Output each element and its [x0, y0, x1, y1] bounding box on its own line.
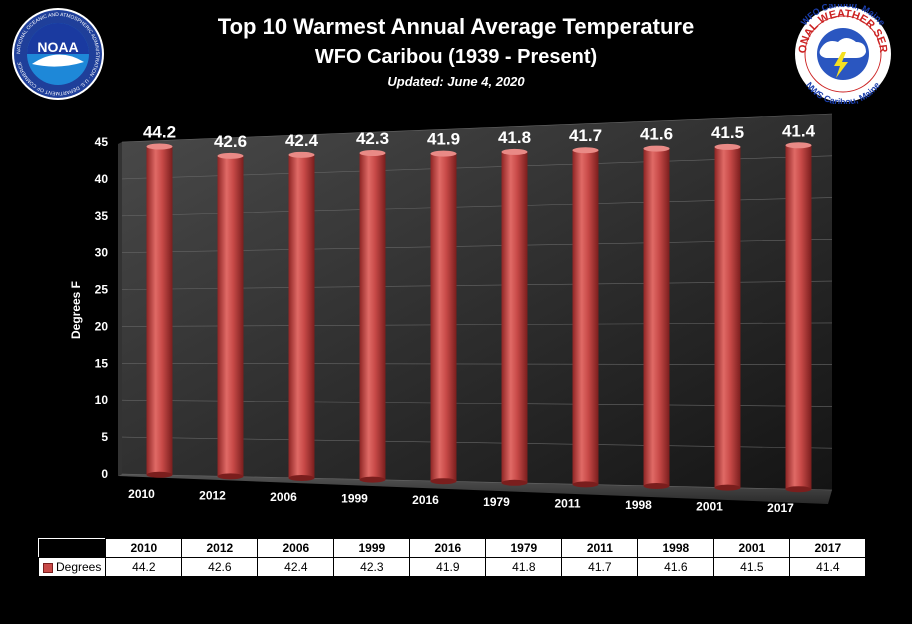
bar: [714, 143, 741, 491]
y-tick-label: 15: [95, 356, 109, 370]
data-table-cell: 41.5: [713, 557, 791, 577]
data-label: 41.6: [640, 125, 673, 144]
data-table-cell: 42.3: [333, 557, 411, 577]
data-table-corner: [38, 538, 106, 558]
bar: [217, 152, 244, 480]
data-table: 2010 2012 2006 1999 2016 1979 2011 1998 2001 2017…: [37, 538, 867, 577]
data-label: 42.6: [214, 132, 247, 151]
chart-subtitle: WFO Caribou (1939 - Present): [314, 46, 598, 68]
bar-chart: 0 5 10 15 20 25 30 35 40 45 Degrees F 44.2 42.6 42.…: [69, 113, 833, 515]
chart-title: Top 10 Warmest Annual Average Temperatur…: [217, 14, 695, 39]
y-tick-label: 40: [95, 172, 109, 186]
bar: [785, 142, 812, 493]
x-tick-label: 2011: [554, 496, 580, 510]
data-table-header-row: 2010 2012 2006 1999 2016 1979 2011 1998 2001 2017: [38, 538, 867, 558]
x-tick-label: 2016: [412, 493, 439, 507]
x-tick-label: 2001: [696, 500, 723, 514]
x-tick-label: 1979: [483, 495, 510, 509]
bar: [430, 150, 457, 485]
data-table-header-cell: 2016: [409, 538, 487, 558]
updated-date: Updated: June 4, 2020: [387, 74, 525, 89]
x-tick-label: 2017: [767, 501, 794, 515]
data-labels: 44.2 42.6 42.4 42.3 41.9 41.8 41.7 41.6 41.5 41.4: [143, 121, 816, 151]
x-tick-label: 2012: [199, 488, 226, 502]
chart-side-wall: [118, 142, 122, 476]
y-axis-title: Degrees F: [69, 281, 83, 339]
data-table-header-cell: 2006: [257, 538, 335, 558]
data-table-header-cell: 2010: [105, 538, 183, 558]
noaa-logo-text: NOAA: [37, 39, 78, 55]
data-table-header-cell: 2011: [561, 538, 639, 558]
bar: [359, 150, 386, 483]
data-table-header-cell: 1998: [637, 538, 715, 558]
y-tick-label: 45: [95, 135, 109, 149]
data-label: 41.5: [711, 123, 744, 142]
y-tick-label: 35: [95, 209, 109, 223]
chart-floor: [118, 474, 832, 504]
gridline: [121, 113, 833, 143]
data-table-header-cell: 2001: [713, 538, 791, 558]
data-table-cell: 42.4: [257, 557, 335, 577]
y-tick-label: 25: [95, 283, 109, 297]
noaa-logo: NOAA NATIONAL OCEANIC AND ATMOSPHERIC AD…: [12, 8, 104, 100]
data-table-header-cell: 1999: [333, 538, 411, 558]
y-tick-label: 20: [95, 319, 109, 333]
data-table-cell: 41.8: [485, 557, 563, 577]
data-label: 41.7: [569, 126, 602, 145]
bar: [146, 143, 173, 478]
x-tick-label: 1998: [625, 498, 652, 512]
data-table-cell: 41.7: [561, 557, 639, 577]
data-label: 41.9: [427, 130, 460, 149]
x-axis-ticks: 2010 2012 2006 1999 2016 1979 2011 1998 2001 2017: [128, 487, 794, 515]
bar: [572, 147, 599, 488]
x-tick-label: 2006: [270, 490, 297, 504]
legend-key: [43, 562, 53, 573]
x-tick-label: 2010: [128, 487, 155, 501]
data-table-row: Degrees 44.2 42.6 42.4 42.3 41.9 41.8 41.7 41.6…: [37, 557, 867, 577]
data-label: 42.4: [285, 131, 319, 150]
data-table-cell: 41.4: [789, 557, 867, 577]
data-table-header-cell: 2017: [789, 538, 867, 558]
y-tick-label: 5: [101, 430, 108, 444]
bars: [146, 142, 812, 493]
data-label: 41.8: [498, 128, 531, 147]
x-tick-label: 1999: [341, 492, 368, 506]
y-axis-ticks: 0 5 10 15 20 25 30 35 40 45: [95, 135, 109, 481]
series-name: Degrees: [56, 560, 102, 574]
nws-logo: WFO Caribou, Maine NATIONAL WEATHER SERV…: [784, 4, 891, 104]
data-table-cell: 42.6: [181, 557, 259, 577]
y-tick-label: 0: [101, 467, 108, 481]
data-label: 42.3: [356, 129, 389, 148]
data-label: 44.2: [143, 123, 176, 142]
bar: [643, 145, 670, 489]
data-table-header-cell: 2012: [181, 538, 259, 558]
data-table-cell: 44.2: [105, 557, 183, 577]
data-table-header-cell: 1979: [485, 538, 563, 558]
y-tick-label: 10: [95, 393, 109, 407]
y-tick-label: 30: [95, 246, 109, 260]
data-table-cell: 41.6: [637, 557, 715, 577]
bar: [288, 151, 315, 481]
data-table-row-label: Degrees: [37, 557, 107, 577]
bar: [501, 148, 528, 486]
data-label: 41.4: [782, 121, 816, 140]
data-table-cell: 41.9: [409, 557, 487, 577]
